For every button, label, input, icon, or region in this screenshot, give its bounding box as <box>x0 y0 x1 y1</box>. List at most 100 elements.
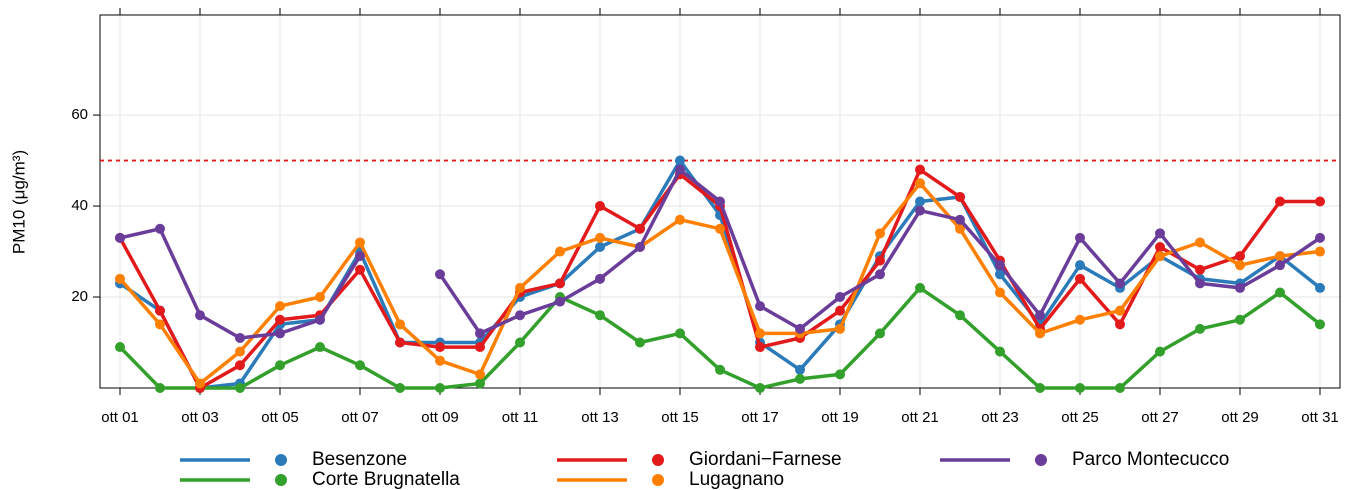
data-point <box>1195 264 1205 275</box>
data-point <box>235 383 245 393</box>
x-tick-label: ott 31 <box>1301 409 1339 426</box>
legend-dot <box>652 454 664 466</box>
legend-label: Parco Montecucco <box>1072 449 1229 470</box>
data-point <box>1075 383 1085 393</box>
data-point <box>1075 273 1085 284</box>
data-point <box>875 228 885 239</box>
x-tick-label: ott 05 <box>261 409 299 426</box>
data-point <box>595 273 605 284</box>
x-tick-label: ott 11 <box>502 409 538 426</box>
data-point <box>1075 232 1085 243</box>
data-point <box>835 305 845 316</box>
data-point <box>1235 282 1245 293</box>
data-point <box>1195 278 1205 289</box>
data-point <box>1275 287 1285 298</box>
data-point <box>915 205 925 216</box>
data-point <box>755 301 765 312</box>
data-point <box>1195 237 1205 248</box>
series-line <box>119 158 1322 390</box>
data-point <box>915 282 925 293</box>
data-point <box>1275 260 1285 271</box>
data-point <box>275 328 285 339</box>
data-point <box>235 346 245 357</box>
data-point <box>1155 251 1165 262</box>
data-point <box>595 310 605 321</box>
data-point <box>1315 196 1325 207</box>
data-point <box>355 237 365 248</box>
data-point <box>1155 241 1165 252</box>
data-point <box>1155 346 1165 357</box>
data-point <box>595 201 605 212</box>
x-tick-label: ott 29 <box>1221 409 1259 426</box>
data-point <box>1075 260 1085 271</box>
data-point <box>195 310 205 321</box>
data-point <box>355 251 365 262</box>
data-point <box>1235 314 1245 325</box>
data-point <box>1315 246 1325 257</box>
data-point <box>435 269 445 280</box>
plot-frame <box>99 14 1341 389</box>
legend-label: Besenzone <box>312 449 407 470</box>
x-tick-label: ott 15 <box>661 409 699 426</box>
data-point <box>635 223 645 234</box>
data-point <box>635 337 645 348</box>
data-point <box>1235 260 1245 271</box>
data-point <box>715 223 725 234</box>
legend-dot <box>275 474 287 486</box>
data-point <box>115 273 125 284</box>
data-point <box>995 260 1005 271</box>
y-tick-label: 40 <box>71 197 88 214</box>
data-point <box>155 319 165 330</box>
data-point <box>195 378 205 389</box>
data-point <box>1115 305 1125 316</box>
y-tick-label: 60 <box>71 106 88 123</box>
data-point <box>955 191 965 202</box>
data-point <box>1075 314 1085 325</box>
data-point <box>515 310 525 321</box>
data-point <box>315 314 325 325</box>
data-point <box>475 378 485 389</box>
data-point <box>1315 232 1325 243</box>
data-point <box>115 342 125 353</box>
series-line <box>119 167 1321 340</box>
data-point <box>715 196 725 207</box>
data-point <box>315 292 325 303</box>
data-point <box>235 332 245 343</box>
data-point <box>475 342 485 353</box>
data-point <box>1275 251 1285 262</box>
data-point <box>1315 282 1325 293</box>
data-point <box>675 164 685 175</box>
data-point <box>835 323 845 334</box>
x-tick-label: ott 25 <box>1061 409 1099 426</box>
data-point <box>675 155 685 166</box>
y-tick-label: 20 <box>71 288 88 305</box>
data-point <box>915 196 925 207</box>
data-point <box>915 164 925 175</box>
data-point <box>275 314 285 325</box>
data-point <box>355 360 365 371</box>
data-point <box>755 383 765 393</box>
x-tick-label: ott 07 <box>341 409 379 426</box>
legend-dot <box>1035 454 1047 466</box>
data-point <box>555 246 565 257</box>
data-point <box>1115 319 1125 330</box>
data-point <box>835 292 845 303</box>
data-point <box>875 255 885 266</box>
legend-label: Lugagnano <box>689 469 784 490</box>
data-point <box>155 223 165 234</box>
data-point <box>555 278 565 289</box>
data-point <box>955 310 965 321</box>
data-point <box>955 223 965 234</box>
data-point <box>1275 196 1285 207</box>
data-point <box>275 301 285 312</box>
x-tick-label: ott 21 <box>901 409 939 426</box>
data-point <box>435 383 445 393</box>
data-point <box>1315 319 1325 330</box>
data-point <box>1115 278 1125 289</box>
data-point <box>1035 310 1045 321</box>
data-point <box>315 342 325 353</box>
data-point <box>475 369 485 380</box>
data-point <box>275 360 285 371</box>
data-point <box>395 383 405 393</box>
data-point <box>675 328 685 339</box>
